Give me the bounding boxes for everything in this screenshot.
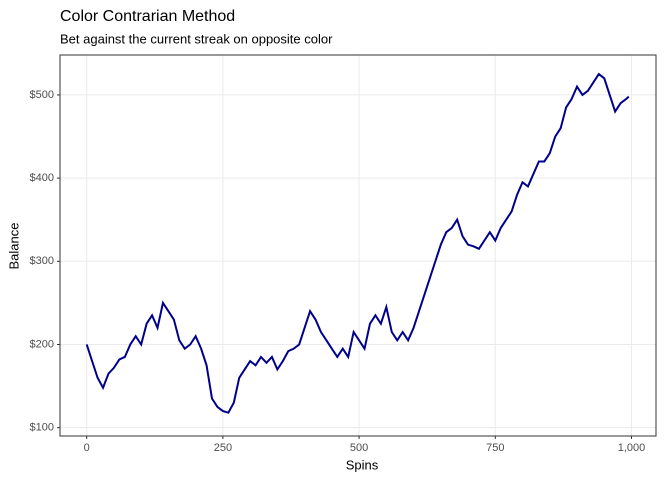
x-tick-label: 1,000 — [618, 442, 646, 454]
y-tick-label: $300 — [30, 255, 54, 267]
chart-title: Color Contrarian Method — [60, 8, 235, 25]
x-tick-label: 750 — [486, 442, 504, 454]
x-axis-title: Spins — [346, 457, 379, 472]
y-tick-label: $100 — [30, 422, 54, 434]
y-tick-label: $500 — [30, 89, 54, 101]
y-tick-label: $200 — [30, 338, 54, 350]
chart-subtitle: Bet against the current streak on opposi… — [60, 31, 333, 46]
x-tick-label: 500 — [350, 442, 368, 454]
x-tick-label: 250 — [214, 442, 232, 454]
panel-border — [59, 54, 657, 437]
plot-panel — [60, 55, 656, 436]
y-tick-label: $400 — [30, 172, 54, 184]
x-tick-label: 0 — [84, 442, 90, 454]
y-axis-title: Balance — [6, 223, 21, 270]
data-line — [85, 72, 630, 414]
